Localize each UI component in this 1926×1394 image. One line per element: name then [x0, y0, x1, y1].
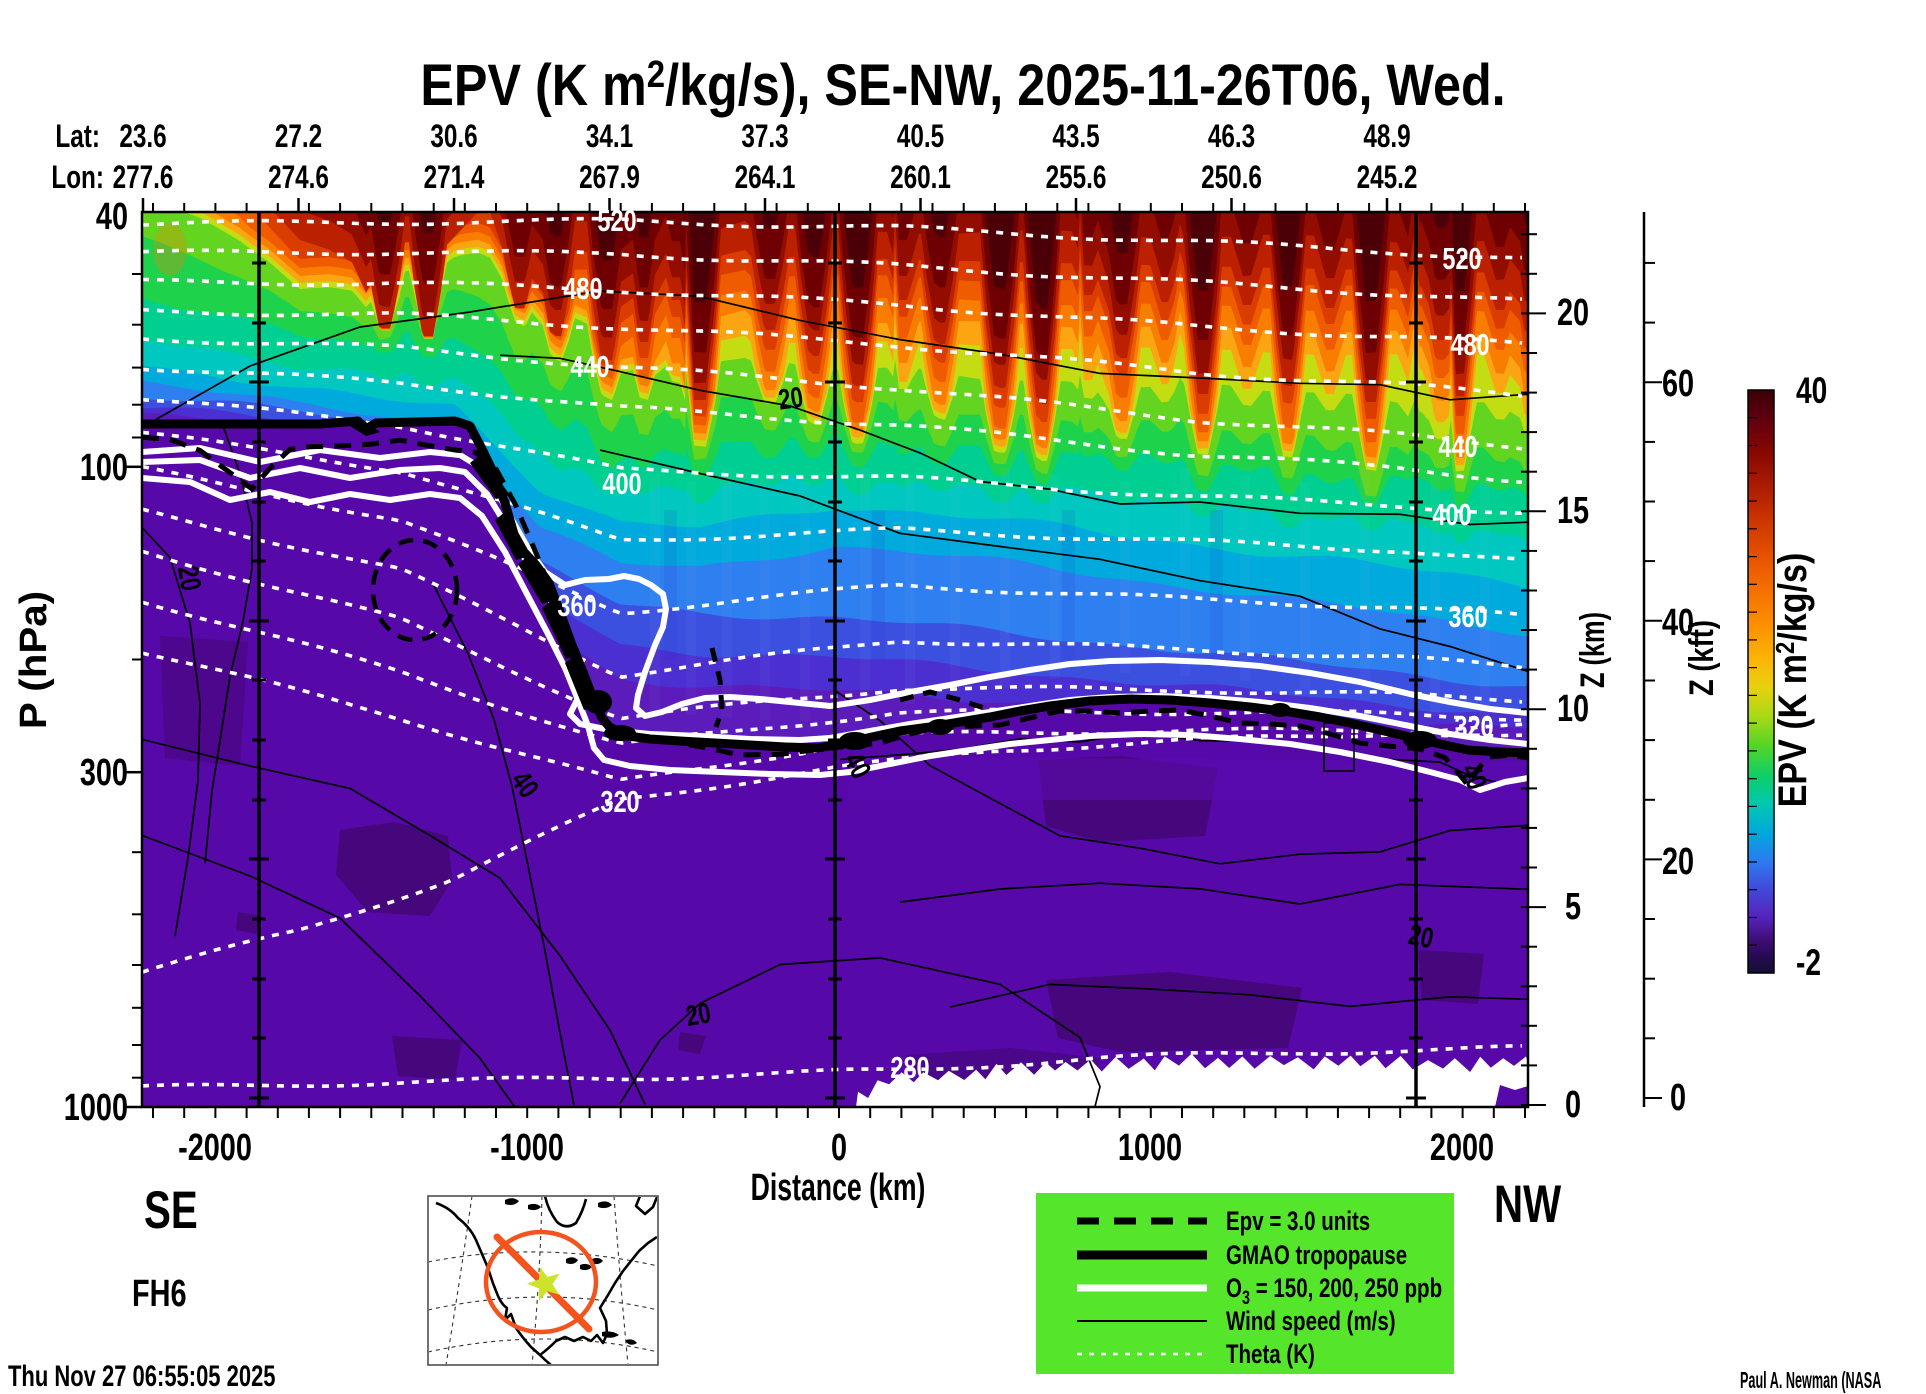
svg-text:-2000: -2000 — [178, 1126, 252, 1169]
svg-text:271.4: 271.4 — [424, 160, 485, 196]
svg-text:NW: NW — [1494, 1174, 1562, 1234]
svg-text:360: 360 — [557, 588, 596, 623]
svg-text:250.6: 250.6 — [1201, 160, 1262, 196]
svg-text:20: 20 — [1557, 291, 1589, 334]
svg-text:20: 20 — [1662, 840, 1694, 883]
svg-text:23.6: 23.6 — [119, 119, 166, 155]
svg-text:48.9: 48.9 — [1363, 119, 1410, 155]
svg-text:FH6: FH6 — [132, 1272, 187, 1315]
svg-text:0: 0 — [1670, 1076, 1686, 1119]
svg-text:Lat:: Lat: — [55, 119, 100, 155]
svg-text:15: 15 — [1557, 489, 1589, 532]
svg-text:Wind speed (m/s): Wind speed (m/s) — [1226, 1306, 1396, 1336]
svg-text:Thu Nov 27 06:55:05 2025: Thu Nov 27 06:55:05 2025 — [8, 1359, 276, 1393]
svg-text:245.2: 245.2 — [1357, 160, 1418, 196]
svg-text:EPV (K m2/kg/s), SE-NW, 2025-1: EPV (K m 2/kg/s), SE-NW, 2025-11-26T06, W… — [420, 52, 1505, 117]
svg-text:20: 20 — [171, 564, 206, 594]
svg-text:Lon:: Lon: — [51, 160, 104, 196]
svg-text:Epv = 3.0 units: Epv = 3.0 units — [1226, 1206, 1370, 1236]
svg-text:Z (kft): Z (kft) — [1684, 620, 1721, 696]
svg-text:10: 10 — [1557, 687, 1589, 730]
svg-text:320: 320 — [600, 784, 639, 819]
svg-text:34.1: 34.1 — [586, 119, 633, 155]
svg-text:260.1: 260.1 — [890, 160, 951, 196]
svg-text:GMAO tropopause: GMAO tropopause — [1226, 1240, 1407, 1270]
svg-text:0: 0 — [1565, 1083, 1581, 1126]
svg-text:40: 40 — [1662, 601, 1694, 644]
svg-text:30.6: 30.6 — [430, 119, 477, 155]
svg-text:360: 360 — [1448, 599, 1487, 634]
svg-text:520: 520 — [597, 203, 636, 238]
svg-text:O3 = 150, 200, 250 ppb: O3 = 150, 200, 250 ppb — [1226, 1273, 1442, 1308]
svg-text:60: 60 — [1662, 362, 1694, 405]
svg-text:46.3: 46.3 — [1208, 119, 1255, 155]
svg-text:P (hPa): P (hPa) — [12, 591, 55, 729]
svg-text:100: 100 — [80, 446, 128, 489]
svg-text:Distance (km): Distance (km) — [751, 1166, 926, 1209]
svg-text:255.6: 255.6 — [1046, 160, 1107, 196]
svg-text:0: 0 — [831, 1126, 847, 1169]
svg-text:EPV (K m2/kg/s): EPV (K m2/kg/s) — [1770, 553, 1815, 808]
svg-text:5: 5 — [1565, 885, 1581, 928]
svg-text:440: 440 — [570, 349, 609, 384]
svg-text:264.1: 264.1 — [735, 160, 796, 196]
svg-text:SE: SE — [144, 1180, 198, 1240]
svg-text:480: 480 — [563, 271, 602, 306]
svg-text:440: 440 — [1438, 429, 1477, 464]
svg-text:Theta (K): Theta (K) — [1226, 1339, 1315, 1369]
svg-text:20: 20 — [776, 382, 805, 417]
svg-text:320: 320 — [1454, 709, 1493, 744]
svg-text:40: 40 — [1796, 369, 1827, 411]
svg-text:277.6: 277.6 — [113, 160, 174, 196]
svg-text:-2: -2 — [1796, 941, 1821, 983]
svg-text:400: 400 — [1432, 497, 1471, 532]
svg-text:1000: 1000 — [64, 1086, 128, 1129]
svg-text:520: 520 — [1442, 241, 1481, 276]
svg-text:1000: 1000 — [1118, 1126, 1182, 1169]
svg-text:480: 480 — [1450, 327, 1489, 362]
svg-text:267.9: 267.9 — [579, 160, 640, 196]
svg-text:300: 300 — [80, 751, 128, 794]
svg-text:Z (km): Z (km) — [1575, 612, 1612, 688]
svg-text:400: 400 — [602, 466, 641, 501]
svg-text:Paul A. Newman (NASA: Paul A. Newman (NASA — [1740, 1369, 1882, 1394]
svg-text:37.3: 37.3 — [741, 119, 788, 155]
svg-text:43.5: 43.5 — [1052, 119, 1099, 155]
svg-text:274.6: 274.6 — [268, 160, 329, 196]
svg-text:2000: 2000 — [1430, 1126, 1494, 1169]
svg-text:-1000: -1000 — [490, 1126, 564, 1169]
svg-text:280: 280 — [890, 1050, 929, 1085]
svg-text:40: 40 — [96, 195, 128, 238]
svg-text:40.5: 40.5 — [897, 119, 944, 155]
svg-text:27.2: 27.2 — [275, 119, 322, 155]
svg-text:20: 20 — [684, 997, 714, 1032]
